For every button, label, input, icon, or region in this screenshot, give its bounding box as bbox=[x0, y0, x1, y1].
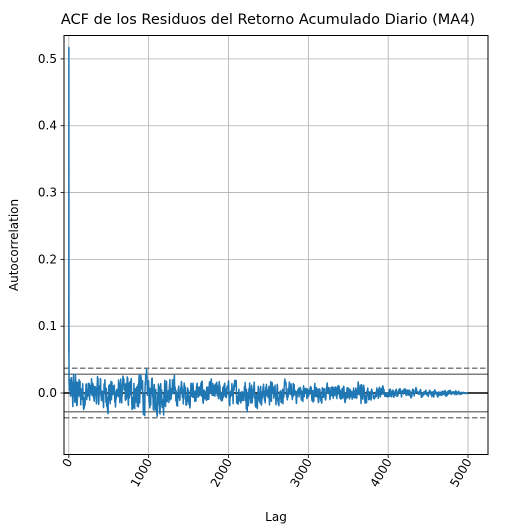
y-axis: 0.0 0.1 0.2 0.3 0.4 0.5 bbox=[38, 52, 64, 400]
y-tick-label-3: 0.3 bbox=[38, 186, 57, 200]
acf-series-line bbox=[68, 46, 469, 418]
series-layer bbox=[68, 46, 469, 418]
x-tick-label-5: 5000 bbox=[447, 456, 474, 489]
chart-title: ACF de los Residuos del Retorno Acumulad… bbox=[61, 12, 475, 28]
y-tick-label-0: 0.0 bbox=[38, 386, 57, 400]
y-tick-label-5: 0.5 bbox=[38, 52, 57, 66]
y-tick-label-1: 0.1 bbox=[38, 319, 57, 333]
y-tick-label-4: 0.4 bbox=[38, 119, 57, 133]
plot-frame bbox=[63, 35, 489, 455]
x-tick-label-0: 0 bbox=[59, 456, 75, 470]
x-tick-label-4: 4000 bbox=[367, 456, 394, 489]
x-tick-label-3: 3000 bbox=[288, 456, 315, 489]
grid bbox=[64, 35, 488, 455]
y-axis-label: Autocorrelation bbox=[7, 199, 21, 291]
y-tick-label-2: 0.2 bbox=[38, 252, 57, 266]
x-axis: 0 1000 2000 3000 4000 5000 bbox=[59, 454, 475, 489]
x-axis-label: Lag bbox=[265, 510, 287, 524]
x-tick-label-1: 1000 bbox=[128, 456, 155, 489]
x-tick-label-2: 2000 bbox=[208, 456, 235, 489]
